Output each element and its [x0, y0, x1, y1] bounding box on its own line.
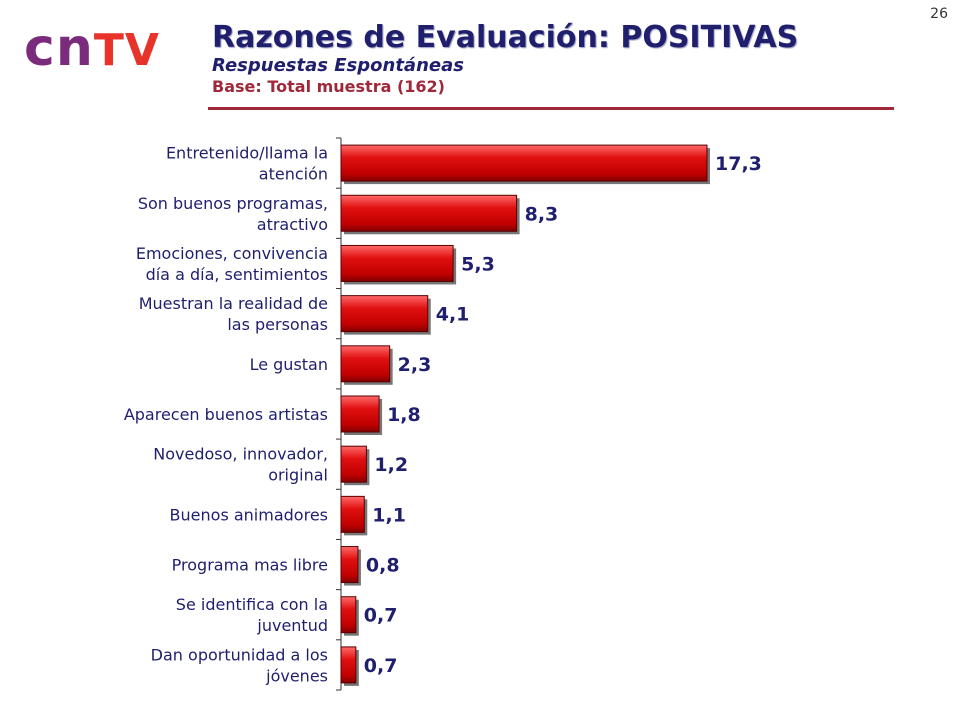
- bar: [340, 345, 391, 383]
- page-subtitle: Respuestas Espontáneas: [212, 54, 464, 76]
- data-label: 5,3: [461, 253, 495, 275]
- header: Razones de Evaluación: POSITIVAS Respues…: [212, 22, 798, 96]
- bar: [340, 546, 359, 584]
- category-label: Emociones, convivencia: [136, 244, 328, 263]
- sample-base: Base: Total muestra (162): [212, 76, 445, 96]
- cntv-logo: cnTV: [24, 22, 160, 74]
- category-label: Entretenido/llama la: [166, 144, 328, 163]
- category-label: Buenos animadores: [170, 505, 328, 524]
- bar: [340, 445, 367, 483]
- category-label: Novedoso, innovador,: [153, 445, 328, 464]
- data-label: 8,3: [525, 203, 559, 225]
- category-label: original: [268, 466, 328, 485]
- data-label: 17,3: [715, 153, 762, 175]
- category-label: Programa mas libre: [172, 556, 328, 575]
- data-label: 0,7: [364, 655, 398, 677]
- category-label: día a día, sentimientos: [146, 265, 328, 284]
- category-label: las personas: [227, 315, 328, 334]
- bar: [340, 194, 518, 232]
- category-label: atractivo: [257, 215, 328, 234]
- category-label: atención: [259, 165, 328, 184]
- category-label: juventud: [256, 616, 328, 635]
- category-label: Aparecen buenos artistas: [124, 405, 328, 424]
- page-number: 26: [930, 6, 948, 22]
- logo-tv: TV: [93, 25, 160, 76]
- data-label: 1,8: [387, 404, 421, 426]
- category-label: Muestran la realidad de: [139, 294, 328, 313]
- bar: [340, 596, 357, 634]
- bar: [340, 646, 357, 684]
- data-label: 0,8: [366, 555, 400, 577]
- category-label: Le gustan: [250, 355, 328, 374]
- bar: [340, 295, 429, 333]
- data-label: 4,1: [436, 304, 470, 326]
- data-label: 2,3: [398, 354, 432, 376]
- category-label: jóvenes: [265, 666, 328, 685]
- page-title: Razones de Evaluación: POSITIVAS: [212, 20, 799, 55]
- data-label: 0,7: [364, 605, 398, 627]
- bar: [340, 395, 380, 433]
- logo-cn: cn: [24, 18, 94, 78]
- data-label: 1,2: [374, 454, 408, 476]
- bar: [340, 244, 454, 282]
- category-label: Se identifica con la: [176, 595, 328, 614]
- bar: [340, 144, 708, 182]
- category-label: Son buenos programas,: [138, 194, 328, 213]
- category-label: Dan oportunidad a los: [151, 645, 328, 664]
- header-divider: [208, 107, 894, 110]
- bar: [340, 495, 365, 533]
- data-label: 1,1: [372, 504, 406, 526]
